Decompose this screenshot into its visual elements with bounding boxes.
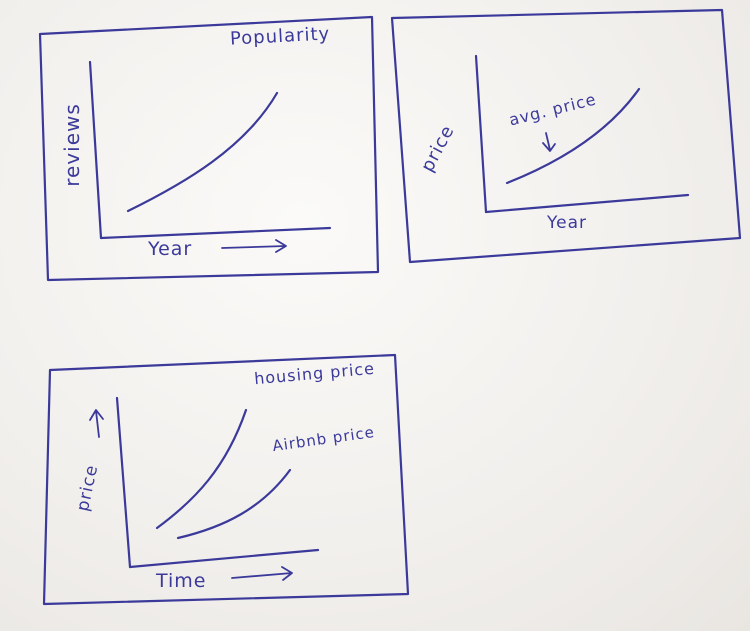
sketch3-curve-housing bbox=[155, 408, 248, 530]
sketch2-curve bbox=[505, 87, 641, 185]
sketch3-x-axis bbox=[128, 548, 320, 569]
sketch3-y-arrow-icon bbox=[89, 409, 104, 438]
sketch1-curve bbox=[126, 91, 279, 213]
sketch2-x-label: Year bbox=[547, 213, 587, 233]
sketch3-frame bbox=[42, 353, 410, 606]
sketch2-y-axis bbox=[474, 54, 488, 214]
sketch1-y-label: reviews bbox=[59, 103, 84, 187]
sketch-avg-price bbox=[390, 8, 742, 264]
sketch1-x-arrow-icon bbox=[221, 239, 287, 253]
sketch2-annotation-arrow-icon bbox=[542, 132, 556, 152]
sketch3-curve-airbnb bbox=[176, 468, 292, 540]
sketch-popularity bbox=[38, 15, 380, 282]
sketch-housing-vs-airbnb bbox=[42, 353, 410, 606]
sketch1-x-label: Year bbox=[148, 238, 193, 260]
sketch1-x-axis bbox=[99, 226, 332, 240]
sketch3-y-axis bbox=[115, 396, 132, 569]
sketch2-frame bbox=[390, 8, 742, 264]
sketch1-frame bbox=[38, 15, 380, 282]
sketch3-x-arrow-icon bbox=[231, 566, 293, 581]
sketch1-y-axis bbox=[88, 60, 103, 240]
sketch2-x-axis bbox=[484, 193, 690, 214]
sketch3-x-label: Time bbox=[156, 570, 207, 592]
